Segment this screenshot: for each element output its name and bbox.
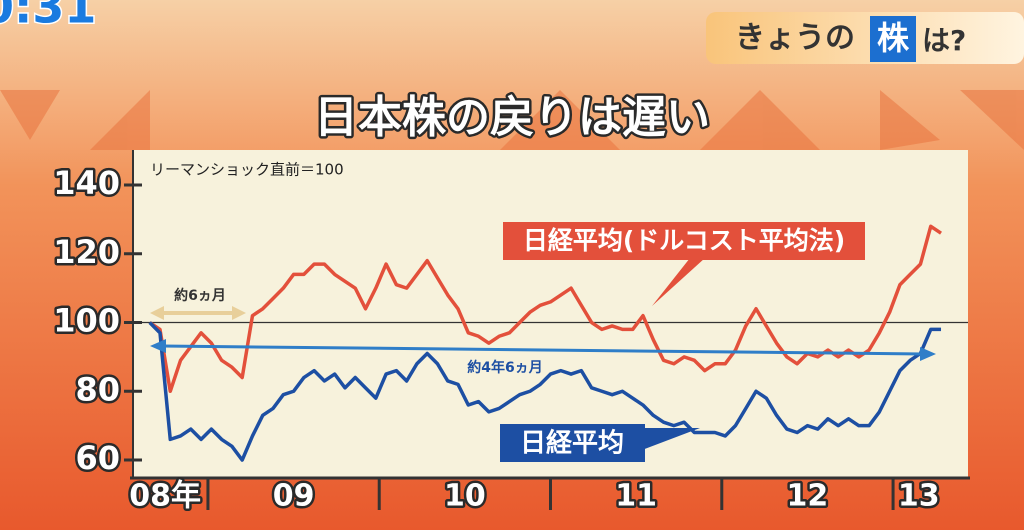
x-tick-label: 13 [898,479,940,514]
annotation: 約6ヵ月 [174,287,226,304]
banner-highlight: 株 [877,19,910,57]
annotation: 約4年6ヵ月 [467,359,542,376]
chart-title: 日本株の戻りは遅い [314,92,710,143]
y-tick-label: 60 [75,439,120,477]
x-tick-label: 11 [615,479,657,514]
legend-label: 日経平均(ドルコスト平均法) [523,226,845,255]
y-tick-label: 140 [53,164,120,202]
y-tick-label: 120 [53,233,120,271]
x-tick-label: 12 [787,479,829,514]
plot-area [133,150,968,477]
callout-pointer [630,428,700,450]
y-tick-label: 80 [75,370,120,408]
banner [706,12,1024,64]
clock: 0:31 [0,0,96,34]
legend-label: 日経平均 [520,428,624,459]
callout-box [503,222,865,260]
banner-prefix: きょうの [735,21,855,56]
series-line [148,321,942,462]
duration-arrow [150,339,936,361]
x-tick-label: 08年 [129,479,201,514]
callout-box [500,424,645,462]
banner-highlight-box [870,16,916,62]
x-tick-label: 10 [444,479,486,514]
callout-pointer [652,258,705,306]
banner-suffix: は? [922,24,966,57]
chart-subtitle: リーマンショック直前＝100 [150,161,344,179]
x-tick-label: 09 [273,479,315,514]
decoration [0,90,1024,150]
y-tick-label: 100 [53,302,120,340]
duration-arrow [150,306,246,320]
